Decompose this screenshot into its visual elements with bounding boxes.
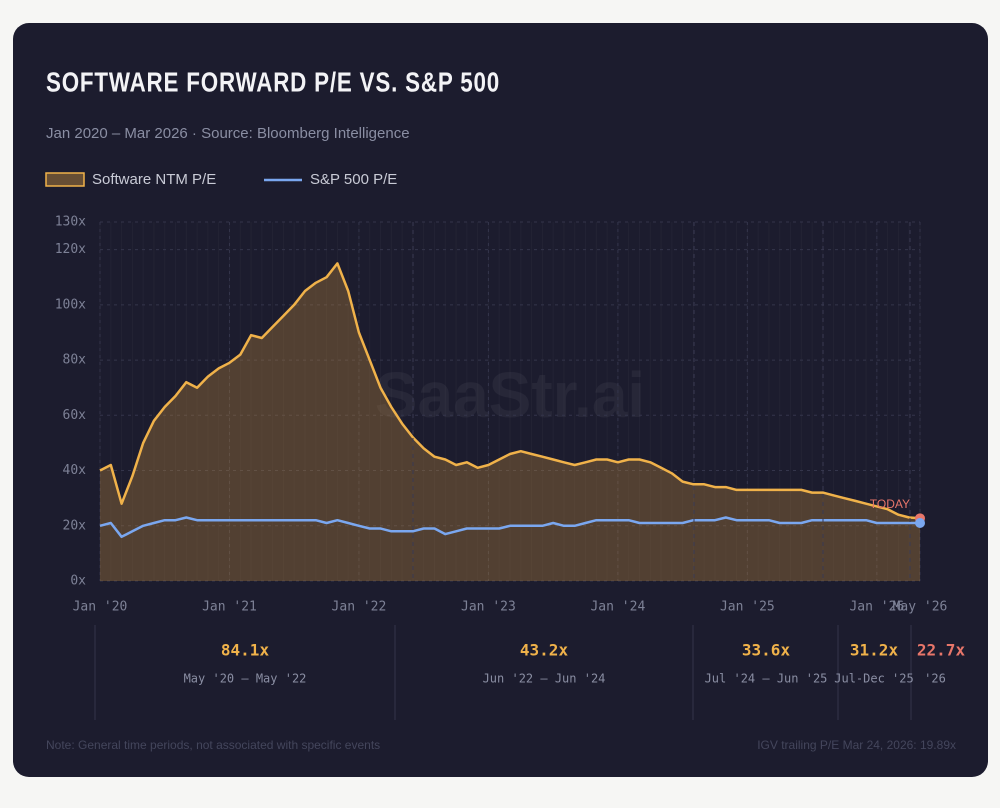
y-tick-label: 0x <box>70 574 86 589</box>
x-tick-label: Jan '26 <box>849 600 904 615</box>
line <box>99 262 921 520</box>
x-tick-label: Jan '25 <box>720 600 775 615</box>
legend-swatch <box>45 172 85 187</box>
x-tick-label: Jan '22 <box>332 600 387 615</box>
footnote: IGV trailing P/E Mar 24, 2026: 19.89x <box>757 738 956 752</box>
subtitle: Jan 2020 – Mar 2026 · Source: Bloomberg … <box>46 125 410 142</box>
period-range: May '20 – May '22 <box>184 672 307 686</box>
legend-label: S&P 500 P/E <box>310 171 397 188</box>
period-range: '26 <box>924 672 946 686</box>
period-average: 33.6x <box>742 641 791 660</box>
x-tick-label: Jan '21 <box>202 600 257 615</box>
period-range: Jun '22 – Jun '24 <box>483 672 606 686</box>
period-range: Jul-Dec '25 <box>834 672 913 686</box>
x-tick-label: May '26 <box>893 600 948 615</box>
legend-label: Software NTM P/E <box>92 171 216 188</box>
y-tick-label: 40x <box>63 463 87 478</box>
y-tick-label: 100x <box>55 297 86 312</box>
period-average: 43.2x <box>520 641 569 660</box>
period-range: Jul '24 – Jun '25 <box>705 672 828 686</box>
period-average: 84.1x <box>221 641 270 660</box>
x-tick-label: Jan '24 <box>590 600 645 615</box>
annotation: TODAY <box>870 497 910 511</box>
period-dividers <box>412 222 911 581</box>
y-tick-label: 80x <box>63 353 87 368</box>
period-average: 31.2x <box>850 641 899 660</box>
endpoint <box>915 518 925 529</box>
y-tick-label: 130x <box>55 215 86 230</box>
watermark: SaaStr.ai <box>375 359 645 431</box>
area <box>100 263 920 581</box>
line <box>99 516 920 539</box>
period-table-borders <box>94 625 912 720</box>
y-tick-label: 60x <box>63 408 87 423</box>
chart-title: SOFTWARE FORWARD P/E VS. S&P 500 <box>46 67 500 98</box>
card <box>13 23 988 777</box>
plot: 0x 20x 40x 60x 80x 100x 120x 130x Jan '20 Jan '21… <box>55 215 948 615</box>
y-tick-label: 120x <box>55 242 86 257</box>
x-tick-label: Jan '23 <box>461 600 516 615</box>
x-tick-label: Jan '20 <box>73 600 128 615</box>
period-average: 22.7x <box>917 641 966 660</box>
y-tick-label: 20x <box>63 518 87 533</box>
note: Note: General time periods, not associat… <box>46 738 380 752</box>
